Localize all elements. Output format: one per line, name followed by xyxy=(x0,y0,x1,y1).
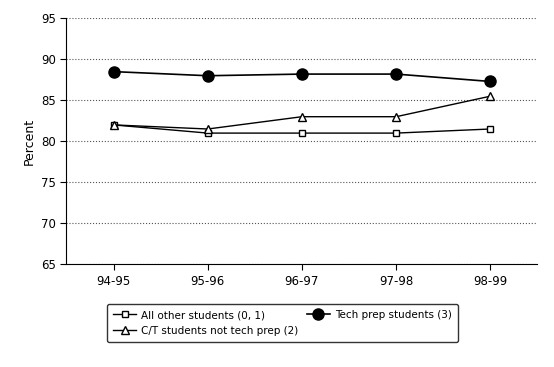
Y-axis label: Percent: Percent xyxy=(23,118,35,165)
Legend: All other students (0, 1), C/T students not tech prep (2), Tech prep students (3: All other students (0, 1), C/T students … xyxy=(107,304,458,342)
